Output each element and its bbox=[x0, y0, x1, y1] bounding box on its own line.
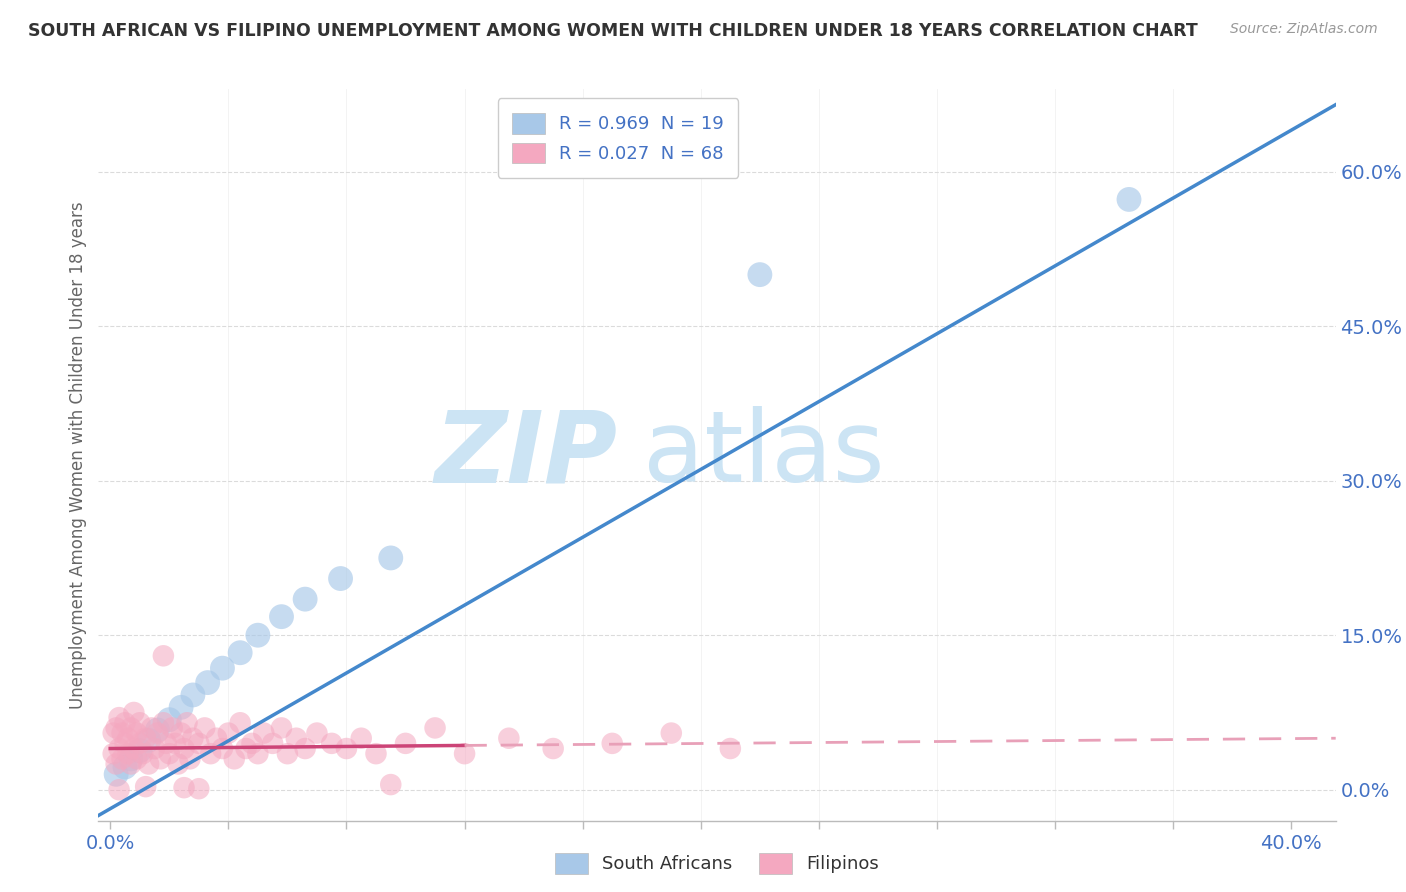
Point bbox=[165, 736, 187, 750]
Point bbox=[197, 675, 219, 690]
Point bbox=[321, 736, 343, 750]
Point bbox=[718, 741, 741, 756]
Point bbox=[120, 752, 142, 766]
Point bbox=[114, 736, 136, 750]
Point bbox=[135, 731, 157, 746]
Point bbox=[217, 726, 239, 740]
Y-axis label: Unemployment Among Women with Children Under 18 years: Unemployment Among Women with Children U… bbox=[69, 201, 87, 709]
Point bbox=[120, 721, 142, 735]
Point bbox=[157, 713, 180, 727]
Point bbox=[141, 721, 163, 735]
Point bbox=[157, 747, 180, 761]
Point bbox=[211, 741, 233, 756]
Point bbox=[120, 756, 142, 771]
Text: SOUTH AFRICAN VS FILIPINO UNEMPLOYMENT AMONG WOMEN WITH CHILDREN UNDER 18 YEARS : SOUTH AFRICAN VS FILIPINO UNEMPLOYMENT A… bbox=[28, 22, 1198, 40]
Point bbox=[200, 747, 222, 761]
Point bbox=[152, 715, 174, 730]
Point bbox=[111, 752, 134, 766]
Point bbox=[114, 715, 136, 730]
Point bbox=[125, 752, 148, 766]
Point bbox=[240, 736, 263, 750]
Point bbox=[170, 726, 193, 740]
Point bbox=[105, 756, 128, 771]
Point bbox=[229, 646, 252, 660]
Point bbox=[262, 736, 284, 750]
Point bbox=[380, 778, 402, 792]
Point bbox=[276, 747, 298, 761]
Point bbox=[453, 747, 475, 761]
Point bbox=[364, 747, 387, 761]
Point bbox=[294, 741, 316, 756]
Point bbox=[270, 721, 292, 735]
Point bbox=[128, 743, 150, 757]
Point bbox=[498, 731, 520, 746]
Point bbox=[173, 741, 195, 756]
Point bbox=[380, 550, 402, 565]
Point bbox=[143, 741, 166, 756]
Point bbox=[235, 741, 257, 756]
Point bbox=[205, 731, 228, 746]
Point bbox=[173, 780, 195, 795]
Point bbox=[105, 767, 128, 781]
Text: Source: ZipAtlas.com: Source: ZipAtlas.com bbox=[1230, 22, 1378, 37]
Point bbox=[152, 648, 174, 663]
Legend: South Africans, Filipinos: South Africans, Filipinos bbox=[548, 846, 886, 881]
Point bbox=[194, 721, 217, 735]
Point bbox=[748, 268, 770, 282]
Point bbox=[294, 592, 316, 607]
Point bbox=[117, 731, 139, 746]
Point bbox=[329, 572, 352, 586]
Point bbox=[135, 780, 157, 794]
Point bbox=[211, 661, 233, 675]
Point bbox=[146, 723, 169, 737]
Point bbox=[229, 715, 252, 730]
Point bbox=[105, 721, 128, 735]
Point bbox=[108, 741, 131, 756]
Point bbox=[541, 741, 564, 756]
Point bbox=[122, 706, 145, 720]
Point bbox=[128, 736, 150, 750]
Point bbox=[167, 756, 190, 771]
Text: ZIP: ZIP bbox=[434, 407, 619, 503]
Point bbox=[176, 715, 198, 730]
Point bbox=[659, 726, 682, 740]
Point bbox=[246, 628, 269, 642]
Point bbox=[335, 741, 357, 756]
Point bbox=[270, 609, 292, 624]
Point bbox=[423, 721, 446, 735]
Point bbox=[149, 752, 172, 766]
Point bbox=[224, 752, 246, 766]
Point bbox=[146, 726, 169, 740]
Point bbox=[111, 726, 134, 740]
Point bbox=[138, 756, 160, 771]
Point bbox=[128, 715, 150, 730]
Point bbox=[181, 688, 204, 702]
Point bbox=[138, 733, 160, 747]
Point bbox=[187, 781, 209, 796]
Point bbox=[394, 736, 416, 750]
Point bbox=[117, 747, 139, 761]
Point bbox=[600, 736, 623, 750]
Point bbox=[179, 752, 201, 766]
Point bbox=[125, 726, 148, 740]
Point bbox=[181, 731, 204, 746]
Point bbox=[170, 700, 193, 714]
Point bbox=[132, 747, 155, 761]
Point bbox=[305, 726, 328, 740]
Point bbox=[108, 711, 131, 725]
Text: atlas: atlas bbox=[643, 407, 884, 503]
Point bbox=[103, 747, 125, 761]
Point bbox=[246, 747, 269, 761]
Point bbox=[122, 741, 145, 756]
Point bbox=[162, 721, 184, 735]
Point bbox=[108, 782, 131, 797]
Point bbox=[1118, 193, 1140, 207]
Point bbox=[187, 736, 209, 750]
Point bbox=[285, 731, 308, 746]
Point bbox=[155, 736, 177, 750]
Point bbox=[114, 760, 136, 774]
Point bbox=[253, 726, 276, 740]
Point bbox=[103, 726, 125, 740]
Point bbox=[350, 731, 373, 746]
